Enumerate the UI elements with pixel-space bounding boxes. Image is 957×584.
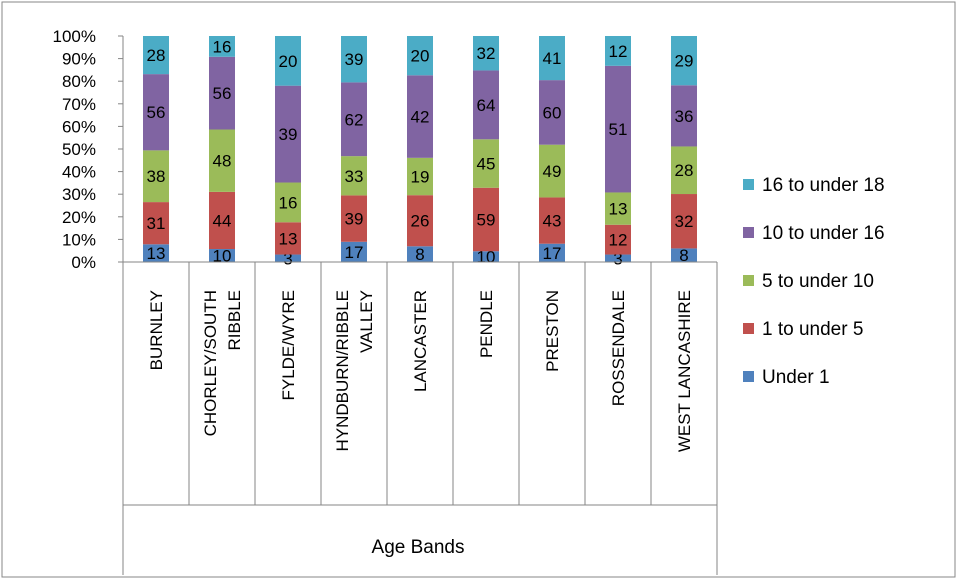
y-tick-label: 70% [62, 95, 96, 114]
data-label: 10 [213, 247, 232, 266]
legend-swatch [743, 179, 754, 190]
category-label: FYLDE/WYRE [279, 290, 298, 401]
y-tick-label: 20% [62, 208, 96, 227]
data-label: 28 [147, 46, 166, 65]
category-label: ROSSENDALE [609, 290, 628, 406]
y-tick-label: 40% [62, 163, 96, 182]
data-label: 19 [411, 168, 430, 187]
data-label: 33 [345, 167, 364, 186]
legend-swatch [743, 371, 754, 382]
data-label: 31 [147, 214, 166, 233]
category-label: LANCASTER [411, 290, 430, 392]
data-label: 12 [609, 231, 628, 250]
data-label: 41 [543, 49, 562, 68]
category-label: VALLEY [357, 290, 376, 353]
category-label: PENDLE [477, 290, 496, 358]
data-label: 64 [477, 96, 496, 115]
data-label: 13 [609, 200, 628, 219]
data-label: 59 [477, 210, 496, 229]
y-tick-label: 50% [62, 140, 96, 159]
data-label: 45 [477, 155, 496, 174]
legend-label: 5 to under 10 [762, 271, 874, 292]
data-label: 49 [543, 162, 562, 181]
data-label: 26 [411, 212, 430, 231]
data-label: 62 [345, 110, 364, 129]
bars-layer: 1331385628104448561631316392017393362398… [143, 36, 697, 268]
data-label: 13 [147, 244, 166, 263]
data-label: 12 [609, 42, 628, 61]
data-label: 17 [543, 244, 562, 263]
data-label: 60 [543, 103, 562, 122]
y-tick-label: 90% [62, 50, 96, 69]
data-label: 42 [411, 108, 430, 127]
data-label: 43 [543, 212, 562, 231]
data-label: 20 [279, 52, 298, 71]
y-tick-label: 30% [62, 185, 96, 204]
data-label: 44 [213, 211, 232, 230]
category-label: PRESTON [543, 290, 562, 372]
data-label: 48 [213, 152, 232, 171]
data-label: 29 [675, 52, 694, 71]
category-label: CHORLEY/SOUTH [201, 290, 220, 436]
data-label: 20 [411, 47, 430, 66]
legend-label: Under 1 [762, 367, 830, 388]
data-label: 16 [213, 37, 232, 56]
legend-label: 16 to under 18 [762, 175, 885, 196]
data-label: 32 [675, 212, 694, 231]
y-tick-label: 0% [71, 253, 96, 272]
x-axis-title: Age Bands [372, 537, 465, 558]
legend-swatch [743, 323, 754, 334]
data-label: 8 [415, 245, 424, 264]
data-label: 39 [345, 210, 364, 229]
data-label: 39 [279, 125, 298, 144]
data-label: 51 [609, 120, 628, 139]
category-label: RIBBLE [225, 290, 244, 350]
data-label: 32 [477, 44, 496, 63]
data-label: 38 [147, 167, 166, 186]
legend-swatch [743, 227, 754, 238]
data-label: 56 [213, 84, 232, 103]
data-label: 17 [345, 243, 364, 262]
category-label: BURNLEY [147, 290, 166, 370]
data-label: 39 [345, 50, 364, 69]
category-label: HYNDBURN/RIBBLE [333, 290, 352, 452]
y-tick-label: 10% [62, 230, 96, 249]
y-tick-label: 60% [62, 117, 96, 136]
category-label: WEST LANCASHIRE [675, 290, 694, 452]
legend-label: 1 to under 5 [762, 319, 863, 340]
data-label: 16 [279, 193, 298, 212]
data-label: 36 [675, 107, 694, 126]
data-label: 28 [675, 161, 694, 180]
y-tick-label: 100% [53, 27, 96, 46]
data-label: 13 [279, 229, 298, 248]
legend-label: 10 to under 16 [762, 223, 885, 244]
data-label: 56 [147, 103, 166, 122]
legend-swatch [743, 275, 754, 286]
y-tick-label: 80% [62, 72, 96, 91]
